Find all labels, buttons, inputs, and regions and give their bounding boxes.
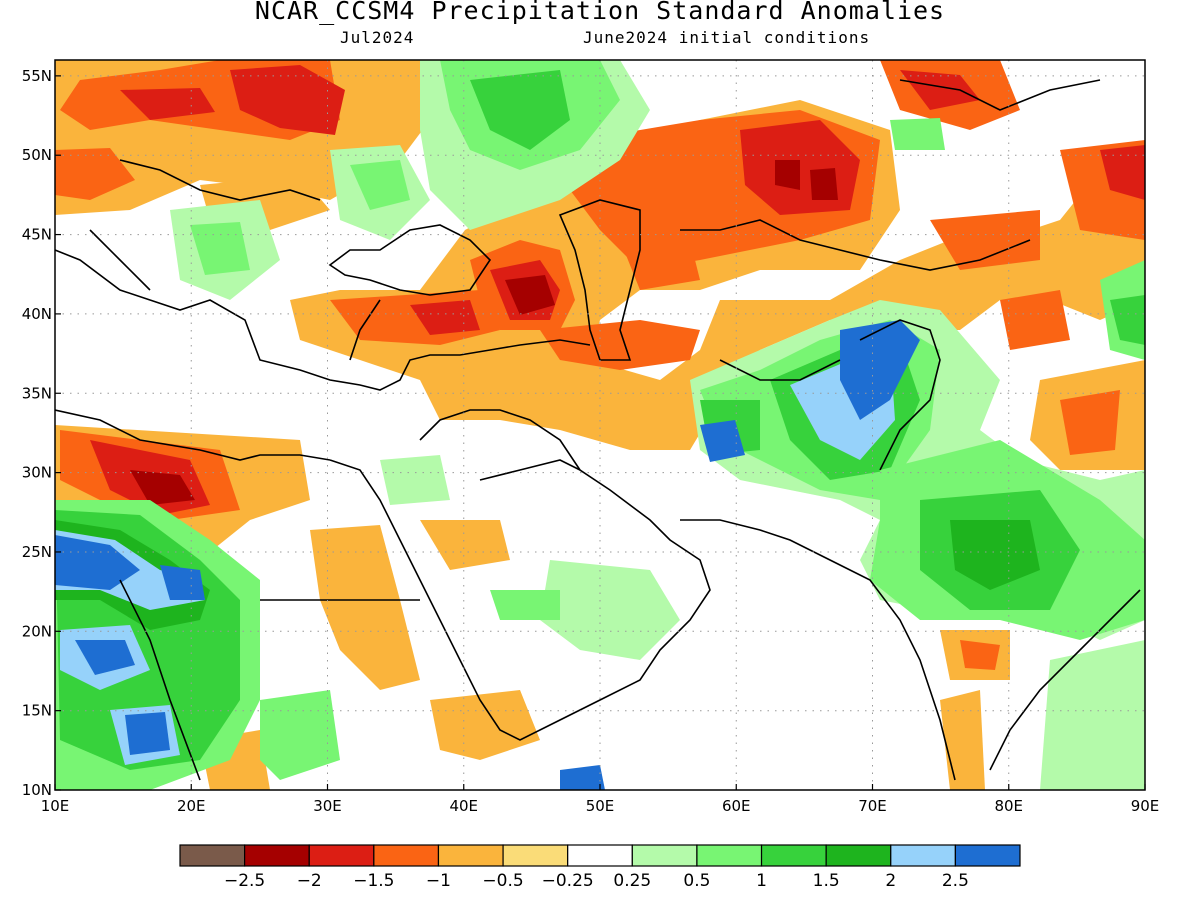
lat-label: 55N bbox=[22, 67, 52, 85]
colorbar-labels: −2.5 −2 −1.5 −1 −0.5 −0.25 0.25 0.5 1 1.5 2 2.5 bbox=[224, 871, 969, 891]
map-grid bbox=[55, 60, 1145, 790]
lon-label: 10E bbox=[41, 797, 70, 815]
colorbar-label: −1.5 bbox=[353, 871, 394, 891]
colorbar-swatch bbox=[502, 844, 569, 867]
colorbar-label: 0.5 bbox=[683, 871, 710, 891]
colorbar-swatch bbox=[437, 844, 504, 867]
lon-label: 20E bbox=[177, 797, 206, 815]
colorbar-swatch bbox=[825, 844, 892, 867]
lat-label: 40N bbox=[22, 305, 52, 323]
lon-label: 90E bbox=[1131, 797, 1160, 815]
colorbar-label: −0.25 bbox=[542, 871, 594, 891]
map-title: NCAR_CCSM4 Precipitation Standard Anomal… bbox=[254, 0, 946, 25]
lon-label: 50E bbox=[586, 797, 615, 815]
colorbar-label: 1 bbox=[756, 871, 767, 891]
colorbar-swatch bbox=[567, 844, 633, 867]
lat-label: 30N bbox=[22, 464, 52, 482]
colorbar-label: −2 bbox=[297, 871, 322, 891]
colorbar-label: 2.5 bbox=[942, 871, 969, 891]
colorbar-swatch bbox=[954, 844, 1021, 867]
colorbar-swatch bbox=[890, 844, 956, 867]
lat-label: 25N bbox=[22, 543, 52, 561]
colorbar-label: −2.5 bbox=[224, 871, 265, 891]
lon-label: 80E bbox=[994, 797, 1023, 815]
lat-label: 15N bbox=[22, 702, 52, 720]
coastlines-borders bbox=[55, 79, 1141, 781]
latitude-labels: 55N 50N 45N 40N 35N 30N 25N 20N 15N 10N bbox=[22, 67, 52, 799]
colorbar-label: −1 bbox=[426, 871, 451, 891]
lat-label: 45N bbox=[22, 226, 52, 244]
colorbar-swatch bbox=[308, 844, 375, 867]
longitude-labels: 10E 20E 30E 40E 50E 60E 70E 80E 90E bbox=[41, 797, 1160, 815]
lon-label: 30E bbox=[313, 797, 342, 815]
lat-label: 35N bbox=[22, 384, 52, 402]
forecast-month: Jul2024 bbox=[340, 28, 415, 47]
colorbar-swatch bbox=[631, 844, 698, 867]
colorbar-label: 2 bbox=[885, 871, 896, 891]
lat-label: 20N bbox=[22, 622, 52, 640]
colorbar-label: 1.5 bbox=[813, 871, 840, 891]
axis-ticks bbox=[54, 75, 1146, 791]
lon-label: 60E bbox=[722, 797, 751, 815]
initial-conditions: June2024 initial conditions bbox=[583, 28, 871, 47]
colorbar-swatch bbox=[760, 844, 827, 867]
wet-anomaly-regions bbox=[55, 60, 1145, 790]
colorbar-label: 0.25 bbox=[613, 871, 651, 891]
colorbar-swatch bbox=[696, 844, 763, 867]
dry-anomaly-regions bbox=[55, 60, 1145, 790]
colorbar-label: −0.5 bbox=[482, 871, 523, 891]
colorbar-swatch bbox=[179, 844, 246, 867]
lon-label: 70E bbox=[858, 797, 887, 815]
lat-label: 50N bbox=[22, 146, 52, 164]
colorbar bbox=[179, 844, 1021, 867]
colorbar-swatch bbox=[244, 844, 310, 867]
lon-label: 40E bbox=[449, 797, 478, 815]
colorbar-swatch bbox=[373, 844, 440, 867]
lat-label: 10N bbox=[22, 781, 52, 799]
